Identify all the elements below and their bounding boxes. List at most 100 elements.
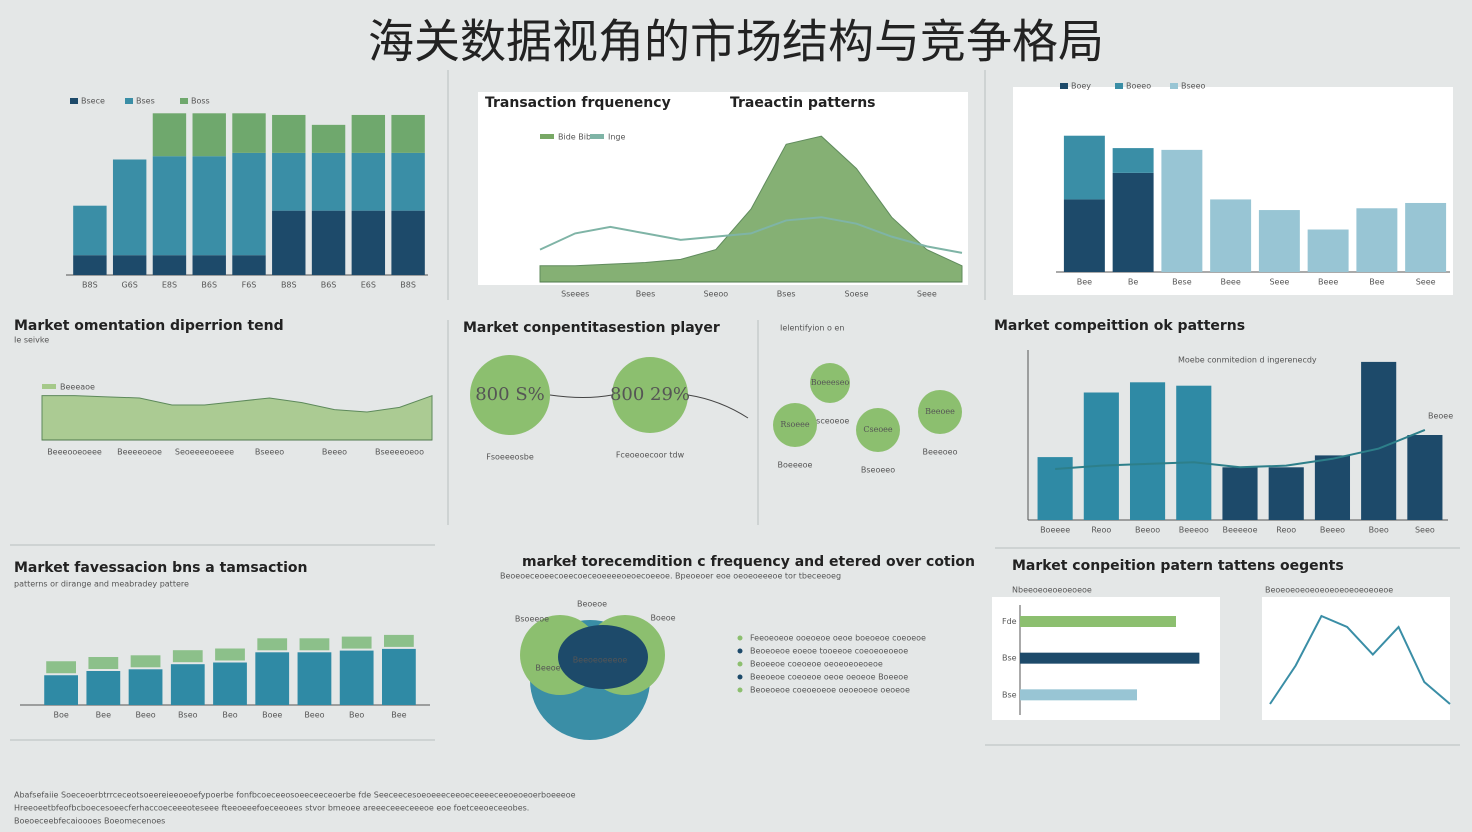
bar-cap	[257, 638, 288, 651]
x-tick-label: G6S	[121, 281, 137, 290]
venn-label: Bsoeeoe	[515, 615, 549, 624]
bar	[1083, 392, 1119, 520]
legend-label: Boeeo	[1126, 82, 1151, 91]
bar-segment	[192, 255, 226, 275]
bubble	[918, 390, 962, 434]
bar	[1407, 435, 1443, 520]
bar-segment	[391, 210, 425, 275]
bar	[1176, 385, 1212, 520]
bar-segment	[112, 255, 147, 275]
bullet	[737, 635, 743, 641]
bar	[1037, 457, 1073, 520]
bar-segment	[73, 255, 107, 275]
bar-segment	[351, 210, 386, 275]
x-tick-label: B8S	[82, 281, 98, 290]
chart-subtitle: Ie seivke	[14, 336, 49, 345]
bubble-caption: Fceoeoecoor tdw	[616, 451, 685, 460]
x-tick-label: Bese	[1172, 278, 1192, 287]
bar-segment	[232, 152, 266, 256]
x-tick-label: Beeeo	[322, 448, 347, 457]
bar	[255, 652, 290, 705]
note: Beeoeoe coeoeoe oeoe oeoeoe Boeeoe	[750, 673, 908, 682]
x-tick-label: F6S	[242, 281, 257, 290]
bar	[382, 648, 416, 705]
chart-subtitle: Beoeoeceoeecoeecoeceoeeeeoeoecoeeoe. Bpe…	[500, 572, 841, 581]
bar	[1222, 467, 1258, 520]
note: Feeoeoeoe ooeoeoe oeoe boeoeoe coeoeoe	[750, 634, 926, 643]
bar-segment	[192, 113, 226, 157]
area	[539, 135, 963, 283]
x-tick-label: Bseeeeoeoo	[375, 448, 424, 457]
chart-title: Transaction frquenency	[485, 95, 671, 111]
bar-segment	[1258, 210, 1300, 272]
bar-segment	[311, 124, 346, 153]
legend-label: Bseeo	[1181, 82, 1206, 91]
bar	[1020, 652, 1200, 664]
x-tick-label: Seee	[1416, 278, 1436, 287]
bullet	[737, 674, 743, 680]
bar-segment	[272, 152, 306, 211]
bullet	[737, 687, 743, 693]
chart-subtitle: Traeactin patterns	[730, 95, 876, 111]
x-tick-label: Beeoo	[1135, 526, 1160, 535]
legend-swatch	[70, 98, 78, 104]
legend-label: Boey	[1071, 82, 1091, 91]
x-tick-label: B6S	[201, 281, 217, 290]
y-tick-label: Fde	[1002, 617, 1017, 626]
bar-cap	[299, 638, 330, 651]
bar-segment	[311, 210, 346, 275]
chart-title: Market favessacion bns a tamsaction	[14, 560, 308, 576]
bar-segment	[272, 114, 306, 153]
chart-subtitle: Nbeeoeoeoeoeoeoe	[1012, 586, 1092, 595]
bar-segment	[1112, 172, 1154, 272]
x-tick-label: Boee	[262, 711, 282, 720]
x-tick-label: Beeeeoeoe	[117, 448, 162, 457]
line	[1055, 428, 1426, 470]
bar-segment	[311, 152, 346, 211]
bar-segment	[232, 113, 266, 153]
bar-segment	[391, 114, 425, 153]
venn-label: Beoeoe	[577, 600, 607, 609]
legend-label: Bide Bib	[558, 133, 591, 142]
bar-segment	[232, 255, 266, 275]
bar-segment	[351, 114, 386, 153]
legend-label: Beeeaoe	[60, 383, 95, 392]
bullet	[737, 661, 743, 667]
area	[41, 394, 433, 441]
x-tick-label: Boe	[53, 711, 68, 720]
bar-segment	[152, 255, 187, 275]
legend-swatch	[540, 134, 554, 139]
bar-segment	[73, 205, 107, 256]
bar	[1361, 361, 1397, 520]
x-tick-label: B6S	[321, 281, 337, 290]
bubble	[810, 363, 850, 403]
x-tick-label: B8S	[281, 281, 297, 290]
x-tick-label: E8S	[162, 281, 177, 290]
legend-swatch	[1170, 83, 1178, 89]
bar	[1020, 689, 1137, 701]
bar	[44, 675, 78, 705]
bar-cap	[341, 636, 372, 649]
legend-swatch	[1060, 83, 1068, 89]
bubble-label: Rsoeee	[780, 420, 809, 429]
x-tick-label: Bees	[636, 290, 656, 299]
x-tick-label: Seeoo	[703, 290, 728, 299]
legend-label: Bsece	[81, 97, 105, 106]
bar-cap	[215, 648, 245, 661]
x-tick-label: Beo	[222, 711, 237, 720]
bubble-label: Boeeeseo	[811, 378, 850, 387]
x-tick-label: Beo	[349, 711, 364, 720]
legend-label: Boss	[191, 97, 210, 106]
bar-segment	[1405, 202, 1447, 272]
bubble-caption: Bseoeeo	[861, 466, 895, 475]
chart-subtitle: Ielentifyion o en	[780, 324, 844, 333]
panel	[1262, 597, 1450, 720]
venn-label: Beeoeoeeeoe	[573, 656, 628, 665]
bar	[213, 662, 247, 705]
bubble-caption: Beeeoeo	[923, 448, 958, 457]
bar-segment	[1112, 148, 1154, 173]
x-tick-label: Seee	[1269, 278, 1289, 287]
chart-title: Market omentation diperrion tend	[14, 318, 284, 334]
x-tick-label: Beeeeoe	[1223, 526, 1258, 535]
note: Beoeeoe coeoeoe oeoeoeoeoeoe	[750, 660, 883, 669]
